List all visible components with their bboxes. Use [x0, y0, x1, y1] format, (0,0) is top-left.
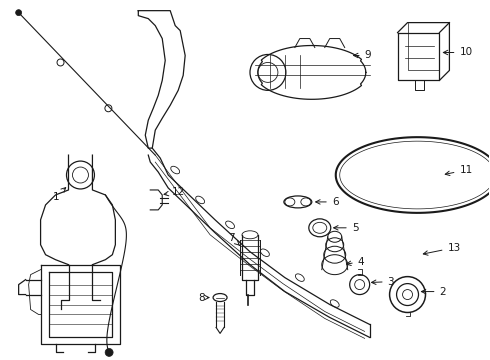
Circle shape — [16, 10, 22, 15]
Text: 12: 12 — [164, 187, 185, 197]
Text: 2: 2 — [421, 287, 446, 297]
Text: 4: 4 — [346, 257, 364, 267]
Text: 1: 1 — [52, 188, 66, 202]
Text: 13: 13 — [423, 243, 461, 255]
Text: 5: 5 — [334, 223, 358, 233]
Text: 7: 7 — [228, 233, 240, 246]
Text: 11: 11 — [445, 165, 473, 176]
Circle shape — [105, 348, 113, 356]
Text: 3: 3 — [371, 276, 394, 287]
Text: 8: 8 — [198, 293, 209, 302]
Text: 6: 6 — [316, 197, 339, 207]
Text: 10: 10 — [443, 48, 472, 58]
Text: 9: 9 — [354, 50, 371, 60]
